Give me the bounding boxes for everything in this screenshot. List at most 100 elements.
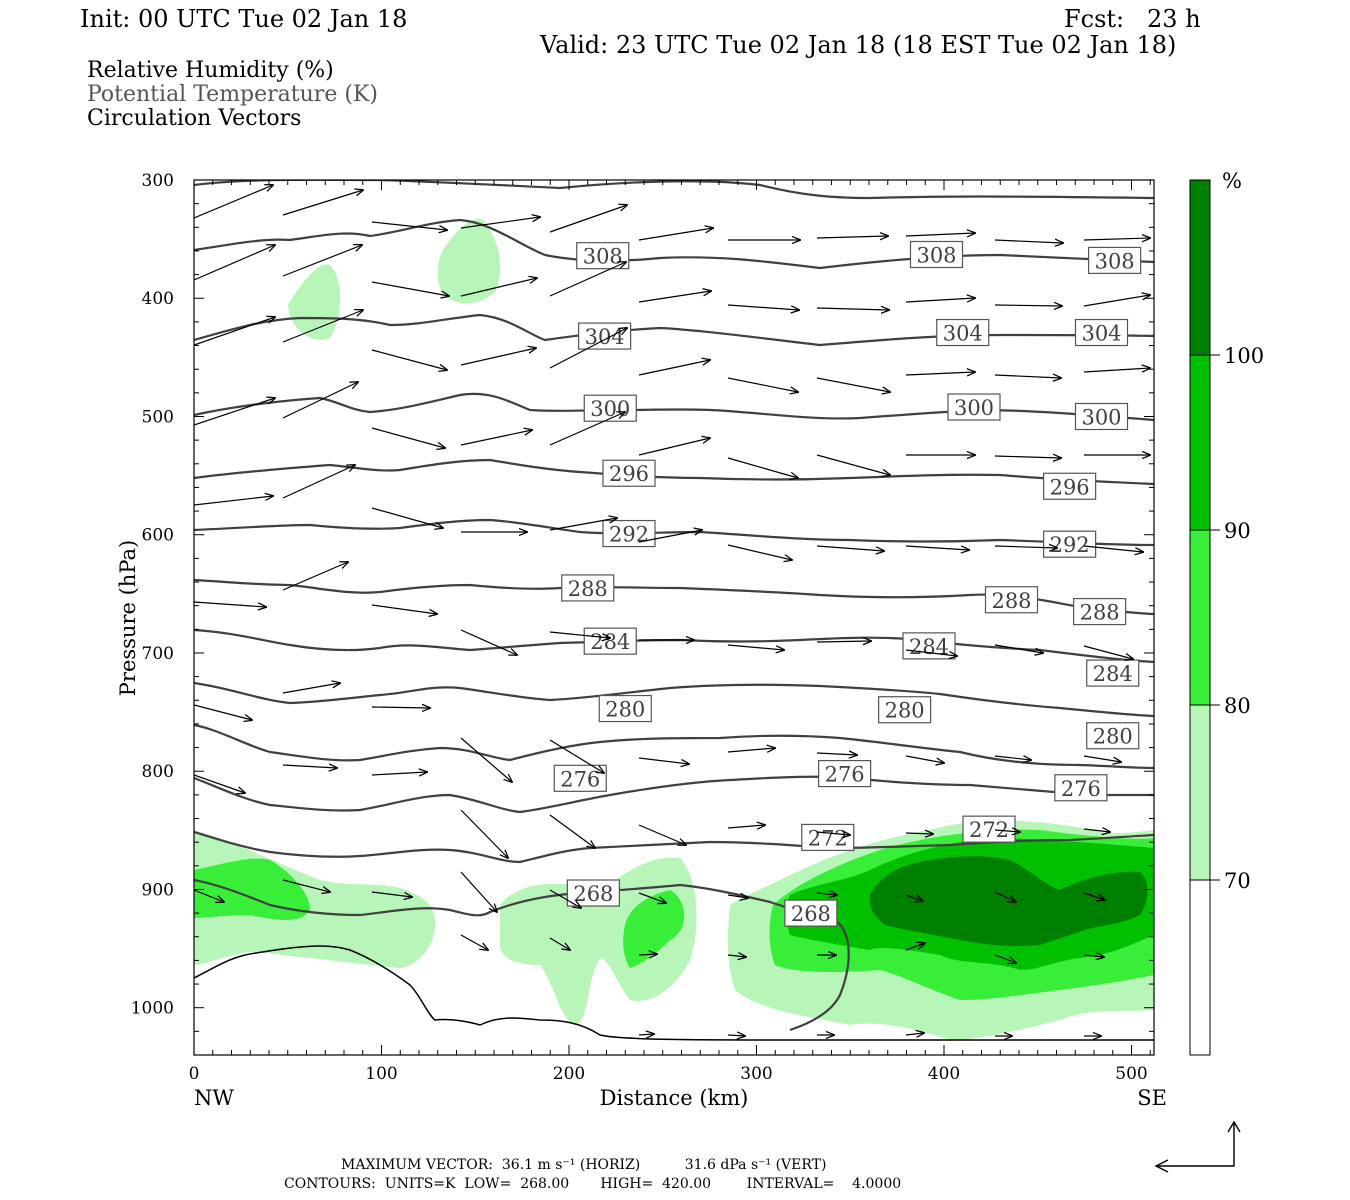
theta-label: 272 <box>962 815 1016 843</box>
theta-label: 296 <box>1043 472 1097 500</box>
theta-label: 292 <box>602 519 656 548</box>
theta-label-text: 300 <box>590 397 630 421</box>
theta-label: 280 <box>1086 722 1140 750</box>
colorbar-level-100: 100 <box>1224 344 1264 368</box>
theta-label-text: 296 <box>1050 475 1090 499</box>
y-tick-label: 300 <box>142 171 174 191</box>
theta-label-text: 304 <box>585 325 625 349</box>
theta-label-text: 280 <box>605 698 645 722</box>
rh-area-70 <box>437 219 501 304</box>
theta-label-text: 308 <box>583 245 623 269</box>
theta-label-text: 288 <box>568 577 608 601</box>
theta-label: 276 <box>1054 774 1108 802</box>
x-tick-label: 500 <box>1115 1064 1147 1084</box>
theta-label-text: 276 <box>825 763 865 787</box>
y-tick-label: 600 <box>142 526 174 546</box>
theta-label-text: 304 <box>943 322 983 346</box>
field-vectors-title: Circulation Vectors <box>87 106 302 131</box>
theta-label: 292 <box>1043 530 1097 558</box>
theta-label: 288 <box>561 574 615 602</box>
theta-label: 304 <box>1074 318 1129 347</box>
theta-label-text: 284 <box>1093 662 1133 686</box>
theta-label: 276 <box>553 764 607 792</box>
colorbar-swatch-80 <box>1189 529 1211 706</box>
theta-label: 288 <box>984 586 1039 614</box>
theta-label-text: 292 <box>1050 533 1090 557</box>
x-tick-label: 100 <box>365 1064 397 1084</box>
x-end-label-left: NW <box>194 1086 234 1110</box>
theta-label: 272 <box>801 823 855 852</box>
theta-label-text: 276 <box>1061 777 1101 801</box>
theta-label-text: 268 <box>573 882 613 906</box>
theta-label-text: 308 <box>1095 249 1135 273</box>
forecast-hour: Fcst: 23 h <box>1064 5 1201 33</box>
theta-label: 268 <box>784 899 838 927</box>
theta-label: 300 <box>583 394 637 422</box>
theta-label-text: 292 <box>609 523 649 547</box>
theta-label: 280 <box>598 694 652 723</box>
y-tick-label: 1000 <box>131 999 174 1019</box>
theta-contour-labels: 308 308 308 304 304 304 300 300 300 296 296 292 292 2… <box>553 240 1142 927</box>
x-tick-label: 0 <box>189 1064 200 1084</box>
x-end-label-right: SE <box>1137 1086 1167 1110</box>
y-tick-label: 900 <box>142 880 174 900</box>
theta-label: 280 <box>878 696 932 724</box>
init-time: Init: 00 UTC Tue 02 Jan 18 <box>80 5 408 33</box>
theta-label-text: 272 <box>808 826 848 850</box>
colorbar-level-80: 80 <box>1224 694 1251 718</box>
theta-label-text: 296 <box>609 462 649 486</box>
plot-frame <box>193 179 1155 1056</box>
axis-ticks <box>193 179 1154 1056</box>
colorbar-unit: % <box>1222 169 1242 193</box>
terrain-line <box>194 945 1154 1041</box>
theta-label-text: 300 <box>1081 405 1121 429</box>
theta-label: 288 <box>1073 597 1127 626</box>
field-rh-title: Relative Humidity (%) <box>87 58 334 83</box>
colorbar-level-70: 70 <box>1224 869 1251 893</box>
contour-info: CONTOURS: UNITS=K LOW= 268.00 HIGH= 420.… <box>284 1176 902 1192</box>
reference-vector-icon <box>1154 1120 1241 1173</box>
theta-label: 300 <box>947 393 1001 421</box>
x-axis-label: Distance (km) <box>600 1086 749 1110</box>
y-axis-label: Pressure (hPa) <box>116 540 140 696</box>
theta-label: 276 <box>818 759 872 788</box>
x-tick-label: 400 <box>928 1064 960 1084</box>
axis-tick-labels: 0 100 200 300 400 500 300 400 500 600 700 800 900 100… <box>131 171 1148 1084</box>
rh-shading <box>194 219 1154 1040</box>
theta-label-text: 280 <box>885 699 925 723</box>
rh-area-80 <box>194 858 310 920</box>
colorbar-swatch-100 <box>1189 179 1211 356</box>
y-tick-label: 500 <box>142 407 174 427</box>
max-vector-note: MAXIMUM VECTOR: 36.1 m s⁻¹ (HORIZ) 31.6 … <box>341 1157 827 1173</box>
y-tick-label: 700 <box>142 644 174 664</box>
y-tick-label: 400 <box>142 289 174 309</box>
rh-area-80 <box>623 890 685 968</box>
theta-label-text: 288 <box>991 589 1031 613</box>
theta-label: 304 <box>936 318 990 347</box>
theta-label-text: 284 <box>909 635 949 659</box>
rh-area-70 <box>288 264 341 340</box>
theta-label-text: 300 <box>954 396 994 420</box>
theta-label: 304 <box>578 322 632 350</box>
theta-label-text: 304 <box>1081 322 1121 346</box>
x-tick-label: 200 <box>553 1064 585 1084</box>
theta-label: 296 <box>602 459 656 487</box>
theta-label-text: 288 <box>1080 601 1120 625</box>
field-theta-title: Potential Temperature (K) <box>87 82 378 107</box>
theta-label: 308 <box>909 240 964 269</box>
x-tick-label: 300 <box>740 1064 772 1084</box>
valid-time: Valid: 23 UTC Tue 02 Jan 18 (18 EST Tue … <box>540 31 1177 59</box>
colorbar-swatch-below <box>1189 879 1211 1056</box>
theta-label-text: 280 <box>1093 725 1133 749</box>
y-tick-label: 800 <box>142 762 174 782</box>
colorbar: % 100 90 80 70 <box>1189 169 1264 1056</box>
theta-label: 268 <box>566 879 620 907</box>
theta-label: 308 <box>576 242 630 270</box>
theta-label: 284 <box>1086 659 1140 687</box>
theta-label-text: 284 <box>590 630 630 654</box>
colorbar-swatch-90 <box>1189 354 1211 531</box>
theta-label-text: 276 <box>560 767 600 791</box>
theta-label: 308 <box>1088 246 1142 275</box>
colorbar-swatch-70 <box>1189 704 1211 881</box>
